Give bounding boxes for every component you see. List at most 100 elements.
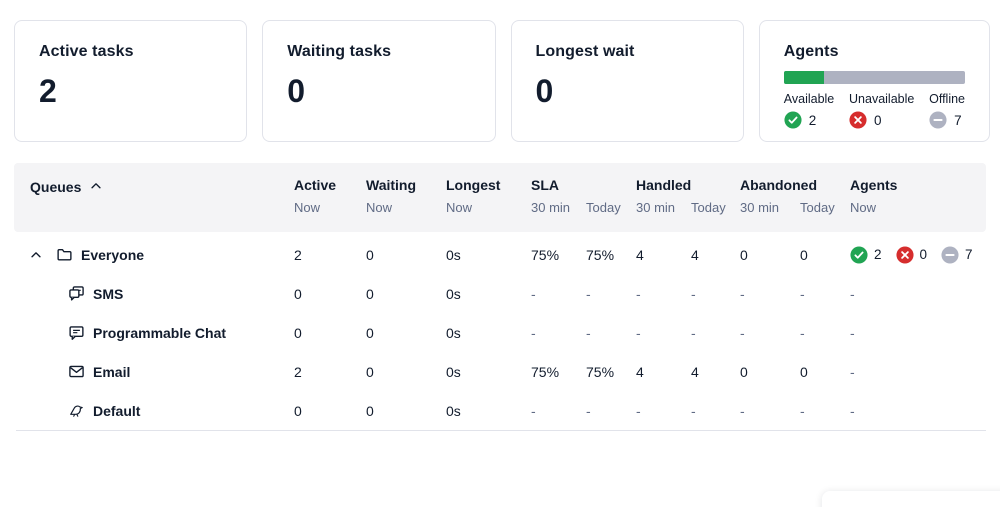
waiting-tasks-title: Waiting tasks xyxy=(287,43,392,60)
sort-ascending-icon xyxy=(89,179,103,193)
active-tasks-card: Active tasks 2 xyxy=(14,20,248,142)
agents-status-summary: Available 2 Unavailable 0 Offline xyxy=(784,92,965,129)
agents-now-cell: - xyxy=(850,402,855,419)
collapse-caret[interactable] xyxy=(28,248,44,262)
longest-now-value: 0s xyxy=(446,402,461,419)
column-header-abandoned: Abandoned 30 min Today xyxy=(740,177,835,215)
queue-type-icon xyxy=(68,324,85,341)
available-label: Available xyxy=(783,92,835,106)
queues-header-label: Queues xyxy=(30,179,82,195)
column-header-sla: SLA 30 min Today xyxy=(531,177,621,215)
agents-available-bar-segment xyxy=(783,71,824,84)
sms-icon xyxy=(69,286,84,301)
sla-today-value: - xyxy=(586,285,591,302)
queues-table: Queues Active Now Waiting Now Longest No… xyxy=(14,163,986,431)
abandoned-today-value: - xyxy=(800,324,805,341)
handled-30min-value: - xyxy=(636,324,641,341)
offline-agents-stat: Offline 7 xyxy=(929,92,965,129)
queue-row-email[interactable]: Email 2 0 0s 75% 75% 4 4 0 0 - xyxy=(16,352,986,391)
sla-30min-value: - xyxy=(531,324,536,341)
folder-icon xyxy=(57,249,72,261)
queue-name: Everyone xyxy=(81,246,145,263)
handled-today-value: - xyxy=(691,402,696,419)
column-header-active: Active Now xyxy=(294,177,337,215)
x-circle-icon xyxy=(849,111,867,129)
abandoned-30min-value: 0 xyxy=(740,246,748,263)
queue-name: Default xyxy=(93,402,141,419)
x-circle-icon xyxy=(849,111,867,129)
longest-wait-value: 0 xyxy=(535,73,554,109)
queue-type-icon xyxy=(68,285,85,302)
available-agents-stat: Available 2 xyxy=(783,92,835,129)
queue-name-cell: SMS xyxy=(16,285,294,302)
abandoned-today-value: - xyxy=(800,402,805,419)
waiting-now-value: 0 xyxy=(366,285,374,302)
active-tasks-title: Active tasks xyxy=(39,43,134,60)
bird-icon xyxy=(70,405,83,417)
waiting-tasks-card: Waiting tasks 0 xyxy=(262,20,496,142)
floating-panel-cutoff xyxy=(822,491,1000,507)
queue-row-sms[interactable]: SMS 0 0 0s - - - - - - - xyxy=(16,274,986,313)
longest-now-value: 0s xyxy=(446,363,461,380)
handled-today-value: 4 xyxy=(691,246,699,263)
queue-type-icon xyxy=(68,363,85,380)
agents-card-title: Agents xyxy=(783,43,839,60)
active-now-value: 2 xyxy=(294,246,302,263)
abandoned-today-value: - xyxy=(800,285,805,302)
waiting-now-value: 0 xyxy=(366,324,374,341)
offline-agents-chip: 7 xyxy=(941,245,973,264)
available-count: 2 xyxy=(808,112,817,128)
active-now-value: 0 xyxy=(294,324,302,341)
queue-name-cell: Default xyxy=(16,402,294,419)
active-now-value: 2 xyxy=(294,363,302,380)
active-tasks-value: 2 xyxy=(39,73,57,109)
queue-name: Programmable Chat xyxy=(93,324,227,341)
sla-today-value: - xyxy=(586,324,591,341)
agents-card: Agents Available 2 Unavailable 0 xyxy=(758,20,990,142)
chat-icon xyxy=(69,326,84,340)
available-agents-chip: 2 xyxy=(850,245,882,264)
handled-today-value: - xyxy=(691,324,696,341)
waiting-now-value: 0 xyxy=(366,402,374,419)
chevron-up-icon xyxy=(31,251,41,257)
active-now-value: 0 xyxy=(294,285,302,302)
sla-30min-value: 75% xyxy=(531,363,560,380)
sla-today-value: 75% xyxy=(586,363,615,380)
abandoned-30min-value: - xyxy=(740,324,745,341)
longest-wait-card: Longest wait 0 xyxy=(510,20,744,142)
sla-30min-value: - xyxy=(531,402,536,419)
minus-circle-icon xyxy=(941,245,959,264)
queue-row-programmable-chat[interactable]: Programmable Chat 0 0 0s - - - - - - - xyxy=(16,313,986,352)
minus-circle-icon xyxy=(929,111,947,129)
agents-availability-bar xyxy=(783,71,965,84)
queue-name-cell: Email xyxy=(16,363,294,380)
sla-today-value: 75% xyxy=(586,246,615,263)
queues-table-header: Queues Active Now Waiting Now Longest No… xyxy=(14,163,986,232)
handled-today-value: 4 xyxy=(691,363,699,380)
queues-sort-header[interactable]: Queues xyxy=(14,177,294,232)
abandoned-30min-value: - xyxy=(740,402,745,419)
queue-name-cell: Programmable Chat xyxy=(16,324,294,341)
queue-type-icon xyxy=(68,402,85,419)
longest-now-value: 0s xyxy=(446,246,461,263)
handled-30min-value: - xyxy=(636,285,641,302)
check-circle-icon xyxy=(784,111,802,129)
check-circle-icon xyxy=(784,111,802,129)
active-now-value: 0 xyxy=(294,402,302,419)
longest-now-value: 0s xyxy=(446,324,461,341)
handled-30min-value: 4 xyxy=(636,363,644,380)
agents-now-cell: - xyxy=(850,285,855,302)
agents-now-cell: - xyxy=(850,363,855,380)
handled-today-value: - xyxy=(691,285,696,302)
column-header-agents: Agents Now xyxy=(850,177,898,215)
abandoned-30min-value: - xyxy=(740,285,745,302)
minus-circle-icon xyxy=(929,111,947,129)
queue-name: SMS xyxy=(93,285,124,302)
queue-row-default[interactable]: Default 0 0 0s - - - - - - - xyxy=(16,391,986,430)
abandoned-30min-value: 0 xyxy=(740,363,748,380)
unavailable-agents-stat: Unavailable 0 xyxy=(849,92,914,129)
